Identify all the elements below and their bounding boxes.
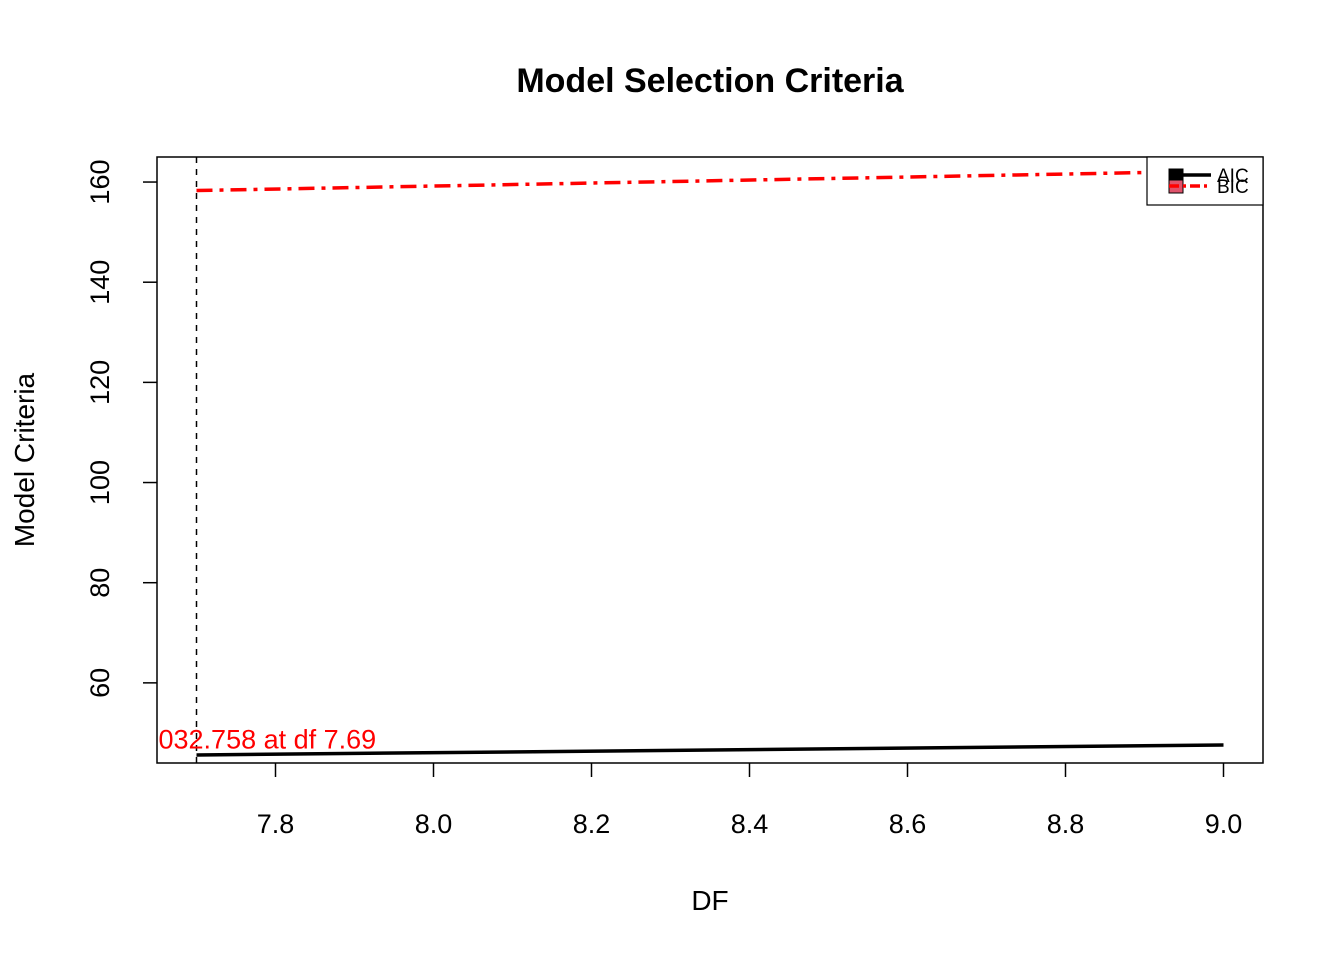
plot-frame [156,156,1264,764]
series-line-aic [196,743,1224,757]
plot-area: 7.8 8.0 8.2 8.4 8.6 8.8 9.0 60 80 100 120 140 160 032… [85,156,1264,839]
x-tick-label: 8.2 [573,809,611,839]
x-tick-label: 8.4 [731,809,769,839]
legend-label-aic: AIC [1217,166,1249,187]
y-tick-label: 120 [85,360,115,405]
series-line-bic [196,169,1224,193]
x-tick-label: 8.8 [1047,809,1085,839]
y-tick-label: 60 [85,668,115,698]
x-tick-label: 8.0 [415,809,453,839]
x-tick-label: 7.8 [257,809,295,839]
y-tick-label: 160 [85,160,115,205]
legend-label-bic: BIC [1217,177,1249,198]
x-tick-label: 8.6 [889,809,927,839]
y-tick-label: 80 [85,568,115,598]
x-axis-label: DF [691,885,728,916]
y-axis-label: Model Criteria [9,372,40,547]
x-tick-label: 9.0 [1205,809,1243,839]
legend-box [1146,156,1264,206]
y-tick-label: 140 [85,260,115,305]
y-tick-label: 100 [85,460,115,505]
chart-title: Model Selection Criteria [516,62,904,100]
min-annotation: 032.758 at df 7.69 [159,724,377,754]
